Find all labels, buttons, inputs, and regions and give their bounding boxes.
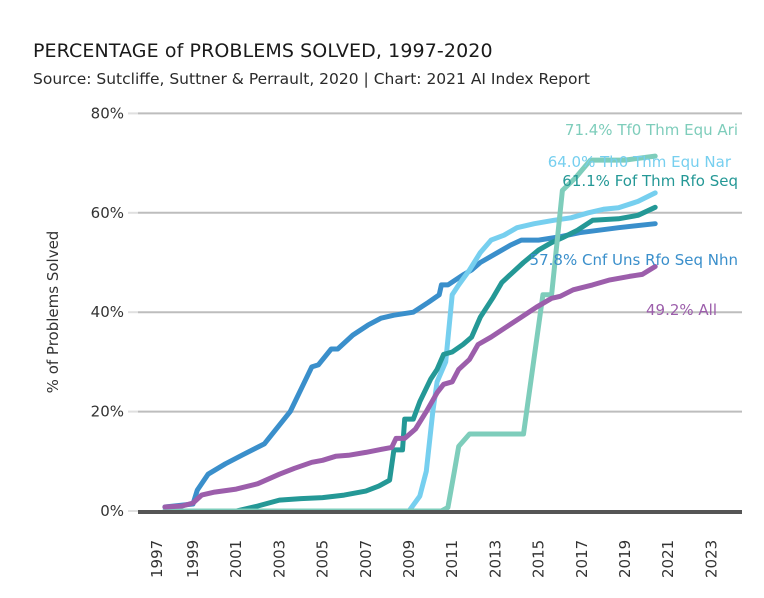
series-end-labels: 57.8% Cnf Uns Rfo Seq Nhn 64.0% Th0 Thm E… — [530, 121, 738, 319]
chart-title: PERCENTAGE of PROBLEMS SOLVED, 1997-2020 — [33, 40, 493, 62]
y-axis-label: % of Problems Solved — [44, 231, 62, 394]
x-tick-label: 2015 — [530, 540, 548, 578]
x-axis-ticks: 1997 1999 2001 2003 2005 2007 2009 2011 2013 2015… — [148, 540, 720, 578]
x-tick-label: 2017 — [573, 540, 591, 578]
x-tick-label: 2019 — [616, 540, 634, 578]
x-tick-label: 2013 — [486, 540, 504, 578]
chart-subtitle: Source: Sutcliffe, Suttner & Perrault, 2… — [33, 70, 590, 88]
x-tick-label: 2021 — [659, 540, 677, 578]
series-line-cnf-uns-rfo-seq-nhn — [162, 221, 658, 510]
x-tick-label: 2007 — [357, 540, 375, 578]
series-lines — [162, 153, 658, 514]
series-line-th0-thm-equ-nar — [162, 190, 658, 514]
series-label-cnf-uns-rfo-seq-nhn: 57.8% Cnf Uns Rfo Seq Nhn — [530, 251, 738, 269]
x-tick-label: 2005 — [314, 540, 332, 578]
x-tick-label: 2001 — [227, 540, 245, 578]
series-label-tf0-thm-equ-ari: 71.4% Tf0 Thm Equ Ari — [565, 121, 738, 139]
y-tick-label: 40% — [91, 303, 124, 321]
x-tick-label: 2009 — [400, 540, 418, 578]
y-tick-label: 80% — [91, 104, 124, 122]
series-line-all — [162, 264, 658, 510]
y-tick-label: 60% — [91, 204, 124, 222]
series-label-th0-thm-equ-nar: 64.0% Th0 Thm Equ Nar — [548, 153, 732, 171]
x-tick-label: 1999 — [184, 540, 202, 578]
x-tick-label: 2011 — [443, 540, 461, 578]
y-tick-label: 20% — [91, 403, 124, 421]
x-tick-label: 1997 — [148, 540, 166, 578]
y-tick-label: 0% — [100, 502, 124, 520]
series-label-all: 49.2% All — [646, 301, 717, 319]
series-line-tf0-thm-equ-ari — [162, 153, 658, 514]
x-tick-label: 2003 — [270, 540, 288, 578]
series-label-fof-thm-rfo-seq: 61.1% Fof Thm Rfo Seq — [562, 172, 738, 190]
y-axis-ticks: 0% 20% 40% 60% 80% — [91, 104, 124, 520]
x-tick-label: 2023 — [702, 540, 720, 578]
